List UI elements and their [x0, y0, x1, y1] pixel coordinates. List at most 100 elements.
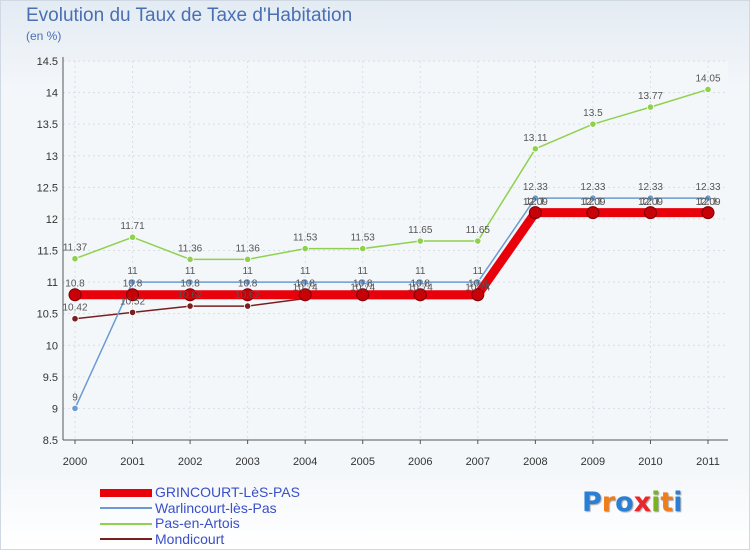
- y-tick-label: 9: [52, 403, 58, 415]
- y-tick-label: 9.5: [43, 372, 58, 384]
- data-label-warlincourt: 11: [300, 266, 311, 277]
- x-tick-label: 2000: [63, 456, 87, 468]
- data-point-warlincourt: [71, 404, 79, 413]
- data-point-grincourt: [126, 288, 140, 302]
- data-label-pas-en-artois: 14.05: [695, 73, 720, 84]
- data-point-pas-en-artois: [128, 233, 137, 241]
- grid-lines: [63, 60, 728, 441]
- x-axis-ticks: 2000 2001 2002 2003 2004 2005 2006 2007 2008 2009…: [63, 456, 720, 468]
- data-label-grincourt: 10.8: [295, 279, 315, 290]
- data-point-mondicourt: [244, 302, 252, 310]
- data-label-warlincourt: 11: [473, 266, 484, 277]
- data-point-pas-en-artois: [244, 255, 252, 263]
- data-point-pas-en-artois: [589, 120, 597, 128]
- data-label-grincourt: 10.8: [238, 279, 258, 290]
- data-point-warlincourt: [646, 194, 655, 202]
- data-point-pas-en-artois: [186, 255, 194, 263]
- data-label-grincourt: 10.8: [411, 279, 431, 290]
- x-tick-label: 2004: [293, 456, 317, 468]
- data-point-grincourt: [298, 288, 312, 302]
- series-line-pas-en-artois: [74, 88, 709, 261]
- data-label-warlincourt: 12.33: [695, 182, 720, 193]
- x-tick-label: 2005: [350, 456, 374, 468]
- legend-label-grincourt: GRINCOURT-LèS-PAS: [155, 484, 300, 500]
- chart-title: Evolution du Taux de Taxe d'Habitation: [26, 5, 353, 26]
- data-label-mondicourt: 10.62: [178, 290, 203, 301]
- legend-item-grincourt: GRINCOURT-LèS-PAS: [100, 484, 400, 501]
- data-point-mondicourt: [186, 302, 194, 310]
- data-point-warlincourt: [301, 278, 309, 286]
- data-point-pas-en-artois: [301, 245, 309, 253]
- data-point-grincourt: [701, 206, 715, 220]
- data-label-mondicourt: 10.42: [62, 303, 87, 314]
- data-point-grincourt: [528, 206, 542, 220]
- data-label-pas-en-artois: 11.71: [120, 221, 145, 232]
- data-label-pas-en-artois: 11.37: [63, 243, 88, 254]
- y-tick-label: 10: [46, 340, 58, 352]
- data-point-grincourt: [471, 288, 485, 302]
- data-point-warlincourt: [589, 194, 597, 202]
- data-label-pas-en-artois: 11.36: [178, 243, 203, 254]
- data-label-warlincourt: 12.33: [580, 182, 605, 193]
- data-label-warlincourt: 12.33: [638, 182, 663, 193]
- data-point-warlincourt: [531, 194, 539, 202]
- data-point-warlincourt: [244, 278, 252, 286]
- y-tick-label: 8.5: [43, 435, 58, 447]
- logo-letter: i: [651, 487, 661, 518]
- data-label-pas-en-artois: 13.77: [638, 91, 663, 102]
- data-point-warlincourt: [704, 194, 712, 202]
- data-point-warlincourt: [359, 278, 367, 286]
- data-label-mondicourt: 10.74: [408, 283, 433, 294]
- data-label-mondicourt: 12.09: [580, 197, 605, 208]
- legend-item-warlincourt: Warlincourt-lès-Pas: [100, 500, 400, 517]
- data-label-pas-en-artois: 13.5: [583, 108, 603, 119]
- data-label-grincourt: 10.8: [65, 279, 85, 290]
- logo-letter: o: [615, 487, 634, 518]
- series-layer: [68, 85, 715, 413]
- data-label-grincourt: 12.1: [583, 197, 603, 208]
- chart-unit-label: (en %): [26, 29, 62, 43]
- data-point-grincourt: [413, 288, 427, 302]
- y-axis-ticks: 8.5 9 9.5 10 10.5 11 11.5 12 12.5 13 13.5 14 14.5: [37, 56, 58, 447]
- x-tick-label: 2008: [523, 456, 547, 468]
- y-tick-label: 11: [47, 277, 58, 289]
- data-point-mondicourt: [71, 315, 79, 323]
- legend-label-mondicourt: Mondicourt: [155, 530, 225, 547]
- y-tick-label: 13: [46, 151, 58, 163]
- y-tick-label: 14: [46, 88, 58, 100]
- data-label-mondicourt: 10.74: [465, 283, 490, 294]
- legend-swatch-mondicourt: [100, 538, 152, 541]
- legend-label-pas-en-artois: Pas-en-Artois: [155, 515, 240, 531]
- data-label-warlincourt: 11: [127, 266, 138, 277]
- legend: GRINCOURT-LèS-PAS Warlincourt-lès-Pas Pa…: [100, 484, 400, 547]
- data-label-pas-en-artois: 11.53: [351, 233, 376, 244]
- logo-letter: i: [673, 487, 683, 518]
- data-point-grincourt: [643, 206, 657, 220]
- data-point-warlincourt: [128, 278, 137, 286]
- proxiti-logo: Proxiti: [582, 487, 683, 518]
- data-point-warlincourt: [416, 278, 424, 286]
- data-label-warlincourt: 11: [242, 266, 253, 277]
- legend-swatch-pas-en-artois: [100, 522, 152, 525]
- series-line-warlincourt: [74, 197, 708, 409]
- data-label-warlincourt: 11: [358, 266, 369, 277]
- data-label-warlincourt: 11: [185, 266, 196, 277]
- logo-letter: r: [601, 487, 616, 518]
- y-tick-label: 10.5: [37, 309, 58, 321]
- y-tick-label: 12: [46, 214, 58, 226]
- data-label-warlincourt: 12.33: [523, 182, 548, 193]
- x-tick-label: 2009: [581, 456, 605, 468]
- data-label-mondicourt: 10.52: [120, 296, 145, 307]
- data-point-grincourt: [586, 206, 600, 220]
- data-point-mondicourt: [128, 308, 137, 317]
- data-point-pas-en-artois: [474, 237, 482, 245]
- axes: [62, 57, 728, 444]
- data-label-grincourt: 12.1: [698, 197, 718, 208]
- data-label-grincourt: 12.1: [526, 197, 546, 208]
- y-tick-label: 12.5: [37, 182, 58, 194]
- y-tick-label: 13.5: [37, 119, 58, 131]
- x-tick-label: 2002: [178, 456, 202, 468]
- data-point-grincourt: [68, 288, 82, 302]
- data-label-warlincourt: 11: [415, 266, 426, 277]
